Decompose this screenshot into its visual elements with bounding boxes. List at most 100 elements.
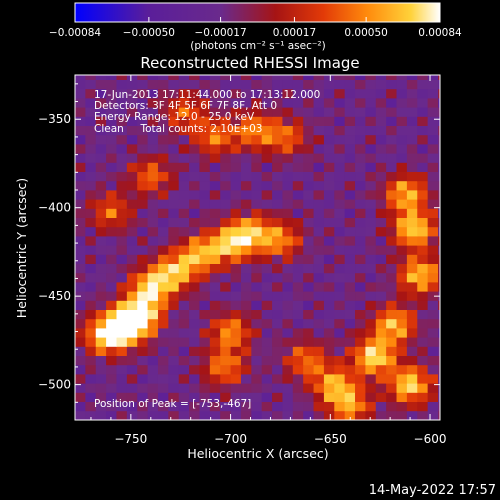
heatmap-cell [147, 75, 159, 80]
heatmap-cell [168, 88, 180, 99]
heatmap-cell [157, 208, 169, 218]
heatmap-cell [375, 263, 387, 274]
heatmap-cell [189, 116, 200, 126]
heatmap-cell [438, 236, 441, 246]
heatmap-cell [344, 337, 356, 347]
heatmap-cell [365, 337, 377, 347]
heatmap-cell [85, 171, 97, 182]
heatmap-cell [386, 75, 397, 80]
heatmap-cell [396, 88, 408, 99]
heatmap-cell [344, 125, 356, 136]
heatmap-cell [406, 199, 418, 209]
heatmap-cell [168, 217, 180, 228]
heatmap-cell [199, 153, 211, 163]
heatmap-cell [272, 144, 283, 154]
heatmap-cell [272, 98, 283, 108]
heatmap-cell [116, 236, 128, 246]
heatmap-cell [427, 272, 439, 283]
heatmap-cell [303, 410, 314, 421]
heatmap-cell [147, 318, 159, 329]
heatmap-cell [365, 199, 377, 209]
heatmap-cell [323, 162, 335, 172]
heatmap-cell [292, 401, 304, 412]
heatmap-cell [282, 116, 294, 126]
heatmap-cell [126, 190, 138, 200]
heatmap-cell [282, 162, 294, 172]
heatmap-cell [95, 401, 107, 412]
heatmap-cell [292, 318, 304, 329]
heatmap-cell [355, 254, 366, 264]
heatmap-cell [251, 125, 263, 136]
heatmap-cell [261, 125, 273, 136]
heatmap-cell [240, 383, 252, 393]
heatmap-cell [116, 144, 128, 154]
heatmap-cell [95, 263, 107, 274]
heatmap-cell [168, 125, 180, 136]
heatmap-cell [147, 245, 159, 255]
heatmap-cell [313, 282, 325, 292]
heatmap-cell [95, 171, 107, 182]
heatmap-cell [126, 180, 138, 191]
heatmap-cell [251, 134, 263, 145]
heatmap-cell [375, 144, 387, 154]
heatmap-cell [272, 272, 283, 283]
heatmap-cell [406, 318, 418, 329]
heatmap-cell [261, 309, 273, 320]
heatmap-cell [438, 116, 441, 126]
heatmap-cell [365, 364, 377, 375]
heatmap-cell [106, 226, 117, 237]
heatmap-cell [272, 153, 283, 163]
colorbar-units-label: (photons cm⁻² s⁻¹ asec⁻²) [190, 40, 325, 52]
heatmap-cell [303, 328, 314, 338]
heatmap-cell [272, 180, 283, 191]
heatmap-cell [406, 282, 418, 292]
heatmap-cell [417, 245, 429, 255]
heatmap-cell [126, 226, 138, 237]
heatmap-cell [313, 98, 325, 108]
heatmap-cell [406, 374, 418, 384]
heatmap-cell [147, 162, 159, 172]
heatmap-cell [344, 346, 356, 356]
heatmap-cell [292, 199, 304, 209]
heatmap-cell [438, 392, 441, 402]
heatmap-cell [85, 226, 97, 237]
heatmap-cell [240, 263, 252, 274]
heatmap-cell [334, 180, 346, 191]
heatmap-cell [292, 272, 304, 283]
heatmap-cell [261, 328, 273, 338]
heatmap-cell [220, 107, 231, 117]
heatmap-cell [251, 309, 263, 320]
heatmap-cell [386, 355, 397, 366]
heatmap-cell [282, 125, 294, 136]
heatmap-cell [386, 125, 397, 136]
heatmap-cell [282, 291, 294, 301]
colorbar-tick-label: −0.00017 [194, 27, 246, 39]
heatmap-cell [251, 79, 263, 90]
heatmap-cell [386, 236, 397, 246]
heatmap-cell [282, 272, 294, 283]
heatmap-cell [137, 180, 148, 191]
heatmap-cell [396, 171, 408, 182]
heatmap-cell [375, 190, 387, 200]
heatmap-cell [261, 291, 273, 301]
heatmap-cell [365, 392, 377, 402]
heatmap-cell [199, 125, 211, 136]
heatmap-cell [199, 180, 211, 191]
heatmap-cell [427, 79, 439, 90]
heatmap-cell [240, 190, 252, 200]
heatmap-cell [75, 309, 86, 320]
heatmap-cell [334, 88, 346, 99]
heatmap-cell [344, 171, 356, 182]
heatmap-cell [427, 318, 439, 329]
heatmap-cell [344, 107, 356, 117]
heatmap-cell [116, 346, 128, 356]
heatmap-cell [375, 171, 387, 182]
heatmap-cell [116, 79, 128, 90]
heatmap-cell [365, 318, 377, 329]
heatmap-cell [116, 226, 128, 237]
heatmap-cell [386, 180, 397, 191]
heatmap-cell [157, 300, 169, 310]
heatmap-cell [106, 236, 117, 246]
heatmap-cell [365, 282, 377, 292]
heatmap-cell [230, 217, 242, 228]
